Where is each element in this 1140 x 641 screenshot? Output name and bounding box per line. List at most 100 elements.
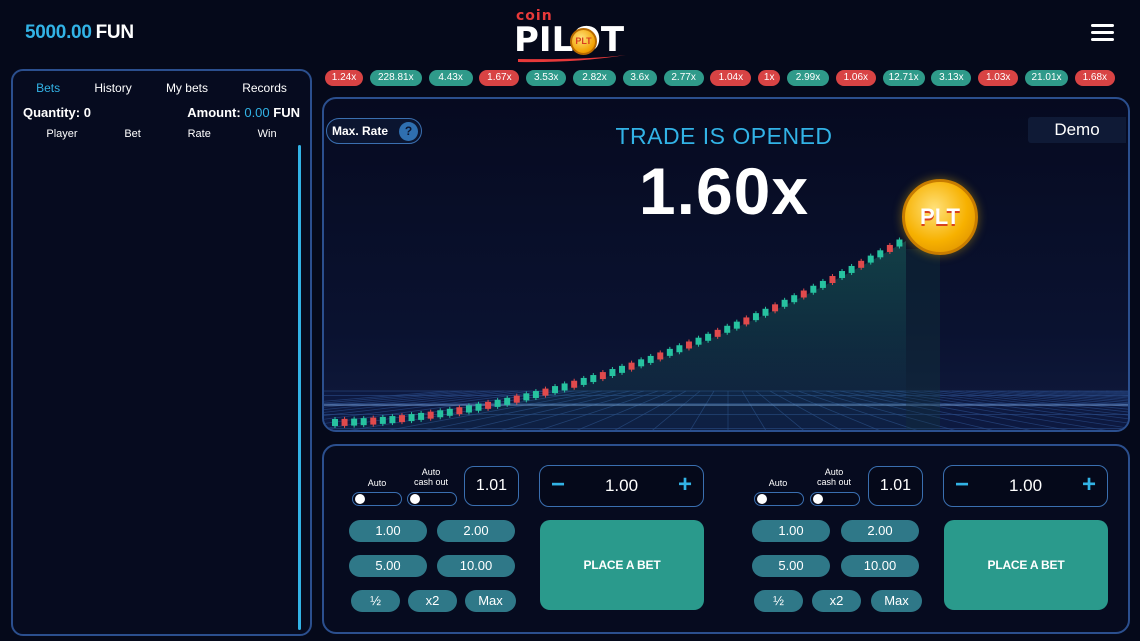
candle: [810, 285, 817, 293]
history-chip[interactable]: 4.43x: [428, 70, 473, 86]
candle: [504, 397, 511, 405]
candle: [523, 393, 530, 401]
candle: [705, 333, 712, 341]
candle: [599, 372, 606, 380]
candle: [657, 352, 664, 360]
auto-toggle[interactable]: [754, 492, 804, 506]
history-chip[interactable]: 2.99x: [787, 70, 829, 86]
half-stake-button[interactable]: ½: [351, 590, 400, 612]
quick-stake-2[interactable]: 2.00: [437, 520, 515, 542]
candle: [542, 388, 549, 396]
place-bet-button[interactable]: PLACE A BET: [944, 520, 1108, 610]
candle: [886, 244, 893, 252]
quick-stake-1[interactable]: 1.00: [752, 520, 830, 542]
history-chip[interactable]: 1.06x: [835, 70, 876, 86]
quick-stake-10[interactable]: 10.00: [841, 555, 919, 577]
candle: [839, 271, 846, 279]
amount-value: 0.00: [244, 105, 270, 120]
history-chip[interactable]: 1.67x: [479, 70, 520, 86]
candle: [408, 414, 415, 422]
candle: [714, 329, 721, 337]
history-chip[interactable]: 3.53x: [526, 70, 567, 86]
half-stake-button[interactable]: ½: [754, 590, 803, 612]
max-rate-button[interactable]: Max. Rate ?: [326, 118, 422, 144]
tab-records[interactable]: Records: [242, 81, 287, 95]
tab-my-bets[interactable]: My bets: [165, 81, 208, 95]
history-chip[interactable]: 2.77x: [663, 70, 704, 86]
candle: [647, 355, 654, 363]
candle: [561, 383, 568, 391]
increase-stake-button[interactable]: +: [677, 471, 692, 498]
stake-stepper[interactable]: − 1.00 +: [539, 465, 704, 507]
history-chip[interactable]: 1.04x: [710, 70, 752, 86]
candle: [360, 418, 367, 426]
history-chip[interactable]: 1x: [758, 70, 781, 86]
stake-value[interactable]: 1.00: [1008, 476, 1043, 495]
candle: [743, 317, 750, 325]
candle: [752, 313, 759, 321]
help-icon[interactable]: ?: [399, 122, 418, 141]
tab-bets[interactable]: Bets: [36, 81, 61, 95]
candle: [370, 417, 377, 425]
quick-stake-5[interactable]: 5.00: [752, 555, 830, 577]
candle: [848, 265, 855, 273]
candle: [418, 412, 425, 420]
history-chip[interactable]: 1.24x: [325, 70, 363, 86]
history-chip[interactable]: 3.6x: [622, 70, 657, 86]
candle: [437, 410, 444, 418]
decrease-stake-button[interactable]: −: [550, 471, 565, 498]
decrease-stake-button[interactable]: −: [954, 471, 969, 498]
quick-stake-1[interactable]: 1.00: [349, 520, 427, 542]
max-stake-button[interactable]: Max: [871, 590, 922, 612]
max-stake-button[interactable]: Max: [465, 590, 516, 612]
balance-display: 5000.00 FUN: [25, 22, 134, 44]
round-status: TRADE IS OPENED: [615, 123, 833, 149]
coin-pilot-logo: coin PILOT PLT: [510, 6, 632, 66]
history-chip[interactable]: 3.13x: [931, 70, 972, 86]
amount-label: Amount:: [187, 105, 241, 120]
candle: [379, 416, 386, 424]
double-stake-button[interactable]: x2: [812, 590, 861, 612]
logo-swoosh-icon: [518, 55, 626, 63]
place-bet-button[interactable]: PLACE A BET: [540, 520, 704, 610]
cashout-coefficient-input[interactable]: 1.01: [464, 466, 519, 506]
bets-scrollbar[interactable]: [298, 145, 301, 630]
quick-stake-10[interactable]: 10.00: [437, 555, 515, 577]
auto-cashout-toggle[interactable]: [810, 492, 860, 506]
candle: [733, 321, 740, 329]
history-chip[interactable]: 2.82x: [573, 70, 616, 86]
auto-toggle[interactable]: [352, 492, 402, 506]
double-stake-button[interactable]: x2: [408, 590, 457, 612]
increase-stake-button[interactable]: +: [1081, 471, 1096, 498]
auto-cashout-label: Auto cash out: [816, 467, 852, 487]
candle: [676, 345, 683, 353]
logo-plt-badge: PLT: [570, 28, 597, 55]
cashout-coefficient-input[interactable]: 1.01: [868, 466, 923, 506]
history-chip[interactable]: 228.81x: [369, 70, 422, 86]
candle: [619, 365, 625, 373]
history-chip[interactable]: 12.71x: [882, 70, 925, 86]
balance-amount: 5000.00: [25, 22, 92, 43]
quick-stake-2[interactable]: 2.00: [841, 520, 919, 542]
candle: [858, 260, 865, 268]
quantity-value: 0: [83, 105, 91, 120]
amount-summary: Amount: 0.00 FUN: [187, 105, 300, 120]
quantity-summary: Quantity: 0: [23, 105, 91, 120]
auto-cashout-toggle[interactable]: [407, 492, 457, 506]
stake-stepper[interactable]: − 1.00 +: [943, 465, 1108, 507]
stake-value[interactable]: 1.00: [604, 476, 639, 495]
column-win: Win: [257, 128, 277, 140]
history-chip[interactable]: 21.01x: [1025, 70, 1068, 86]
quick-stake-5[interactable]: 5.00: [349, 555, 427, 577]
history-chip[interactable]: 1.68x: [1074, 70, 1115, 86]
candle: [877, 250, 884, 258]
candle: [819, 280, 826, 288]
history-chip[interactable]: 1.03x: [978, 70, 1019, 86]
max-rate-label: Max. Rate: [332, 124, 389, 138]
hamburger-menu-icon[interactable]: [1091, 24, 1114, 44]
candle: [571, 380, 578, 388]
candle: [695, 337, 702, 345]
quantity-label: Quantity:: [23, 105, 81, 120]
tab-history[interactable]: History: [94, 81, 132, 95]
candle: [800, 290, 807, 298]
